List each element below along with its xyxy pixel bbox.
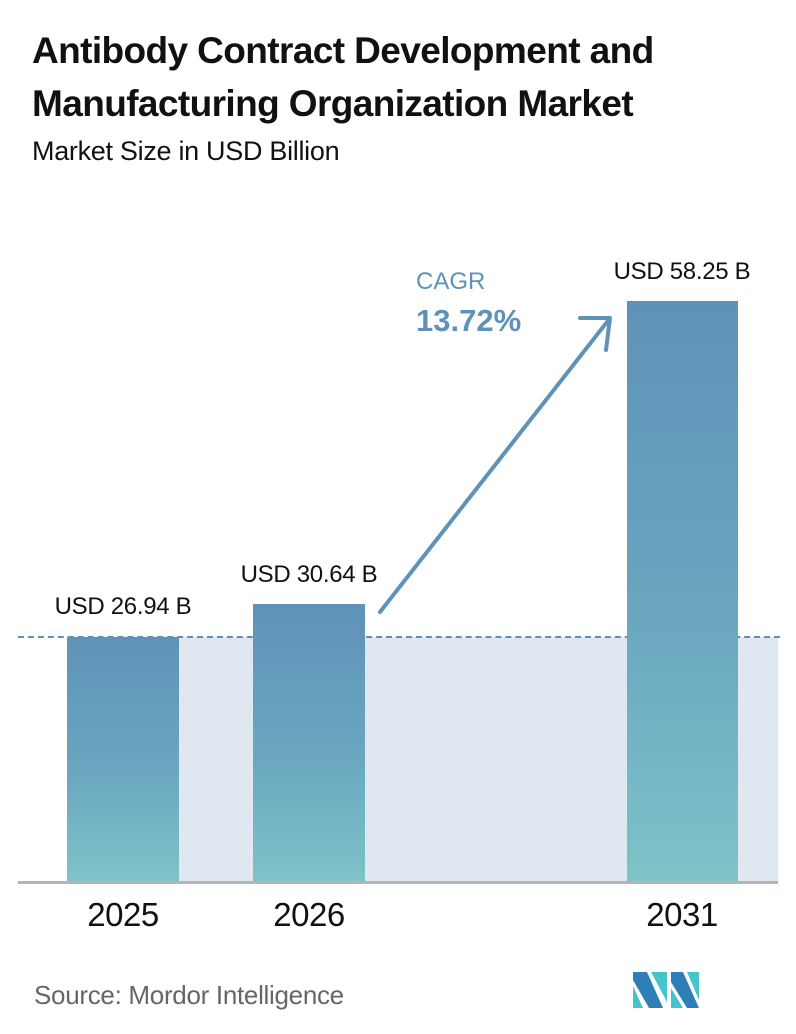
value-label-2031: USD 58.25 B <box>613 258 751 285</box>
x-axis-line <box>18 881 778 884</box>
cagr-value: 13.72% <box>416 303 522 338</box>
cagr-label: CAGR <box>416 268 486 295</box>
reference-dashed-line <box>18 636 780 638</box>
bar-2031 <box>627 301 738 882</box>
x-tick-2025: 2025 <box>87 896 159 933</box>
value-label-2026: USD 30.64 B <box>240 561 378 588</box>
bar-2025 <box>67 637 179 882</box>
bar-2026 <box>253 604 365 882</box>
source-text: Source: Mordor Intelligence <box>34 980 344 1010</box>
chart-title: Antibody Contract Development and Manufa… <box>32 30 654 124</box>
value-label-2025: USD 26.94 B <box>54 593 192 620</box>
x-tick-2026: 2026 <box>273 896 345 933</box>
chart-subtitle: Market Size in USD Billion <box>32 136 340 166</box>
x-tick-2031: 2031 <box>646 896 718 933</box>
mordor-logo-icon <box>633 972 699 1008</box>
